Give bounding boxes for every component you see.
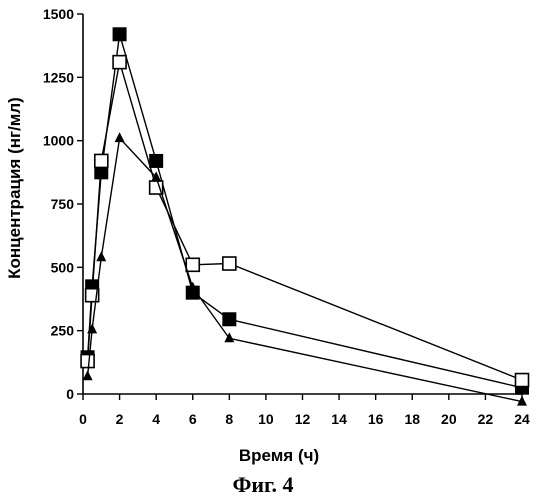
y-tick-label: 250 [51,323,75,339]
series-3 [83,132,527,405]
y-axis-title: Концентрация (нг/мл) [5,97,24,279]
data-point [81,355,94,368]
x-ticks: 024681012141618202224 [79,394,530,427]
x-tick-label: 12 [295,411,311,427]
y-tick-label: 1500 [43,6,74,22]
data-point [96,251,106,261]
y-tick-label: 500 [51,259,75,275]
y-tick-label: 0 [66,386,74,402]
data-point [222,312,236,326]
y-tick-label: 750 [51,196,75,212]
x-tick-label: 4 [152,411,160,427]
x-tick-label: 14 [331,411,347,427]
x-tick-label: 22 [478,411,494,427]
x-tick-label: 6 [189,411,197,427]
y-ticks: 0 250 500 750 1000 1250 1500 [43,6,83,402]
x-tick-label: 20 [441,411,457,427]
data-point [113,56,126,69]
y-tick-label: 1000 [43,133,74,149]
x-tick-label: 10 [258,411,274,427]
x-tick-label: 18 [404,411,420,427]
data-point [115,132,125,142]
series-line [88,34,522,387]
data-point [223,257,236,270]
x-tick-label: 0 [79,411,87,427]
series-line [88,62,522,380]
x-tick-label: 16 [368,411,384,427]
data-point [113,27,127,41]
y-tick-label: 1250 [43,69,74,85]
series-1 [81,27,529,394]
data-point [95,154,108,167]
x-tick-label: 24 [514,411,530,427]
series-layer [81,27,529,405]
data-point [186,258,199,271]
data-point [149,154,163,168]
data-point [516,374,529,387]
x-tick-label: 2 [116,411,124,427]
data-point [83,370,93,380]
data-point [87,323,97,333]
x-axis-title: Время (ч) [239,446,319,465]
x-tick-label: 8 [225,411,233,427]
figure-caption: Фиг. 4 [232,472,293,497]
